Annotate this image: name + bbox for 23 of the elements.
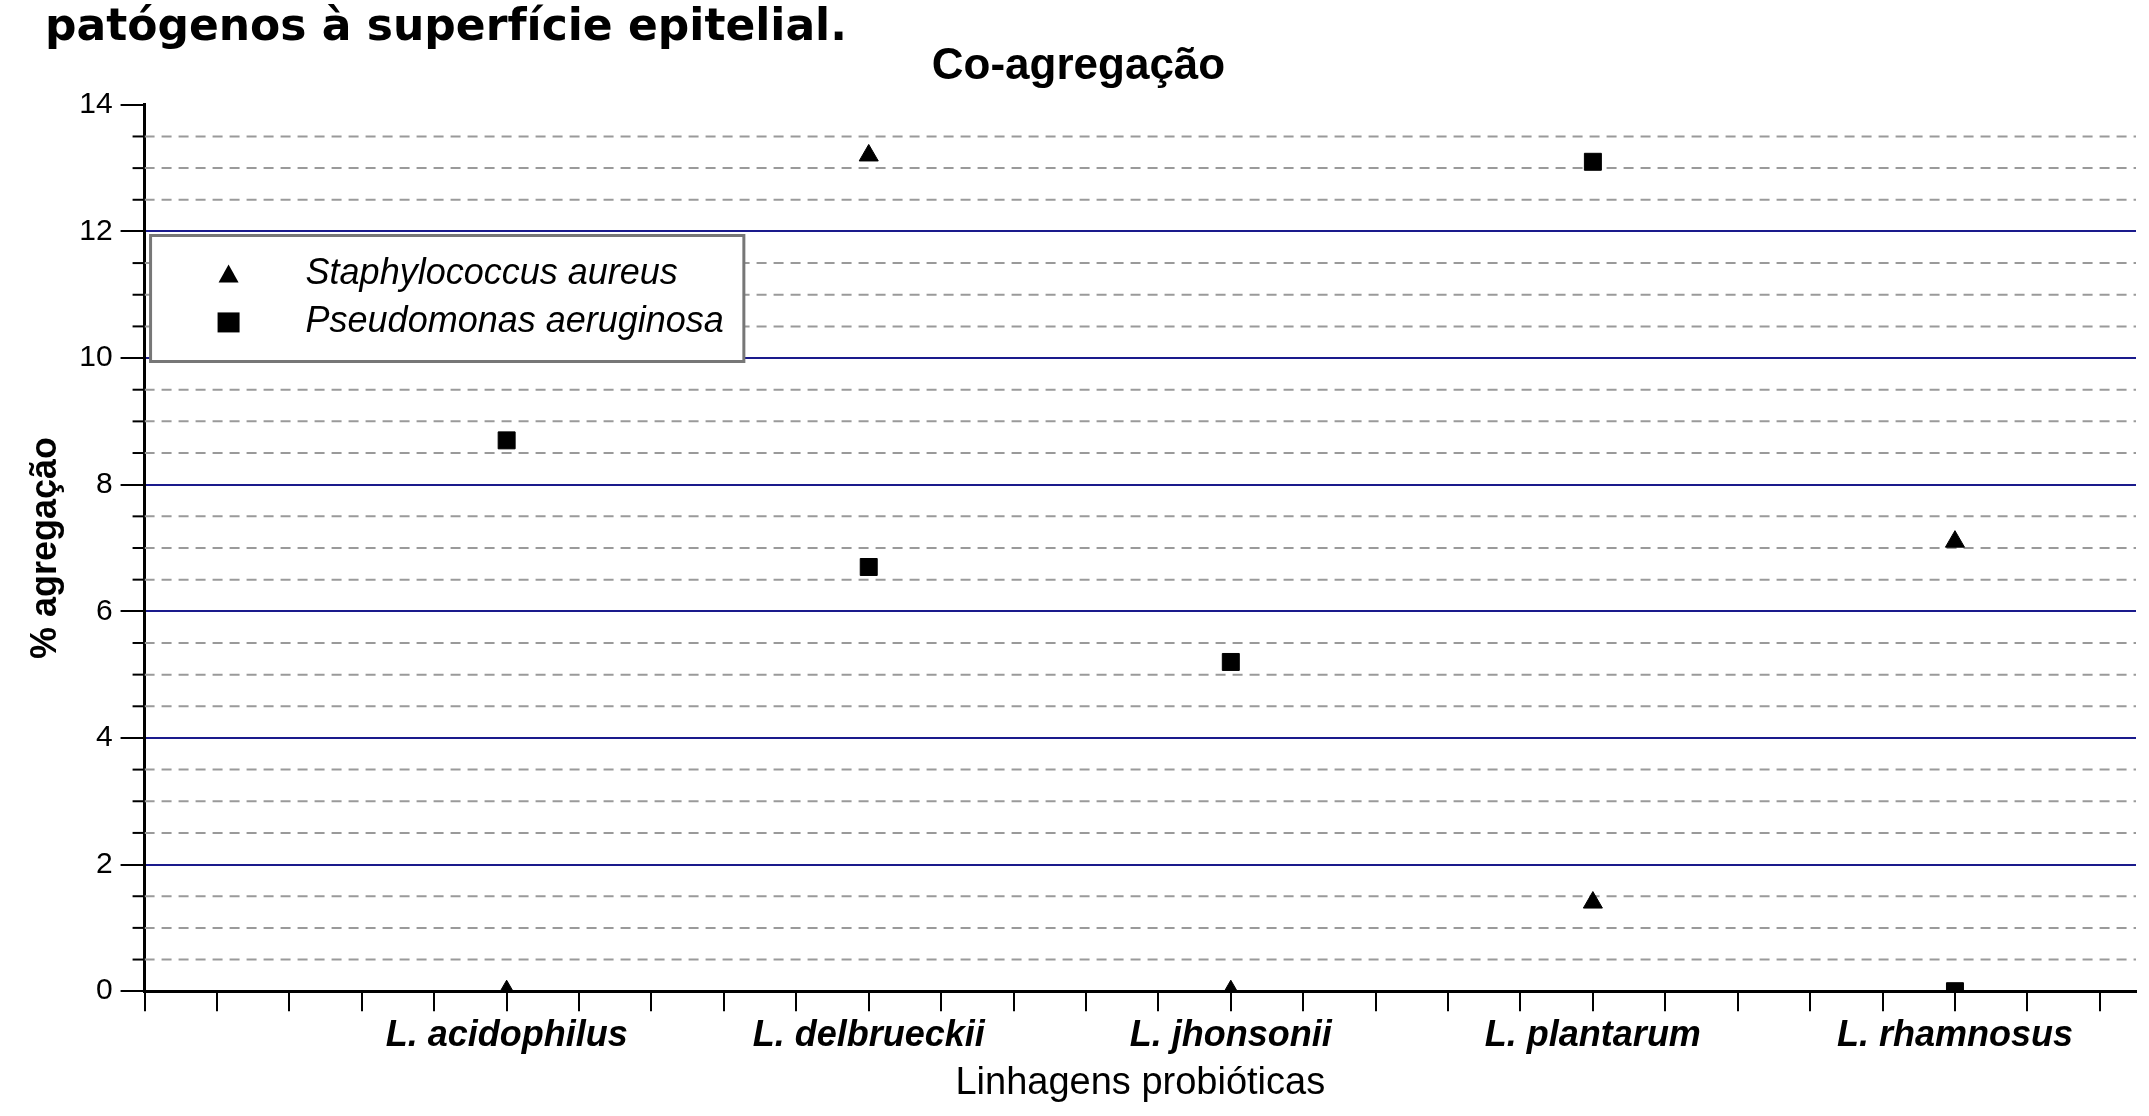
x-tick-label: L. rhamnosus bbox=[1836, 1012, 2073, 1054]
x-tick-label: L. jhonsonii bbox=[1129, 1012, 1333, 1054]
chart-title: Co-agregação bbox=[931, 38, 1226, 88]
legend-label: Staphylococcus aureus bbox=[305, 251, 678, 293]
y-tick-label: 8 bbox=[95, 465, 113, 499]
point bbox=[497, 431, 516, 450]
x-tick-label: L. plantarum bbox=[1484, 1012, 1701, 1054]
y-tick-label: 10 bbox=[79, 339, 113, 373]
legend-label: Pseudomonas aeruginosa bbox=[305, 299, 724, 341]
y-tick-label: 12 bbox=[79, 212, 113, 246]
y-tick-label: 4 bbox=[95, 719, 113, 753]
y-tick-label: 0 bbox=[95, 972, 113, 1006]
point bbox=[1583, 152, 1602, 171]
point bbox=[1582, 891, 1603, 909]
x-axis-title: Linhagens probióticas bbox=[955, 1059, 1326, 1102]
point bbox=[1944, 530, 1965, 548]
x-tick-label: L. acidophilus bbox=[385, 1012, 628, 1054]
x-tick-label: L. delbrueckii bbox=[752, 1012, 986, 1054]
y-tick-label: 6 bbox=[95, 592, 113, 626]
text: patógenos à superfície epitelial. bbox=[45, 0, 847, 50]
y-tick-label: 2 bbox=[95, 845, 113, 879]
y-tick-label: 14 bbox=[79, 86, 113, 120]
y-axis-title: % agregação bbox=[22, 436, 64, 660]
